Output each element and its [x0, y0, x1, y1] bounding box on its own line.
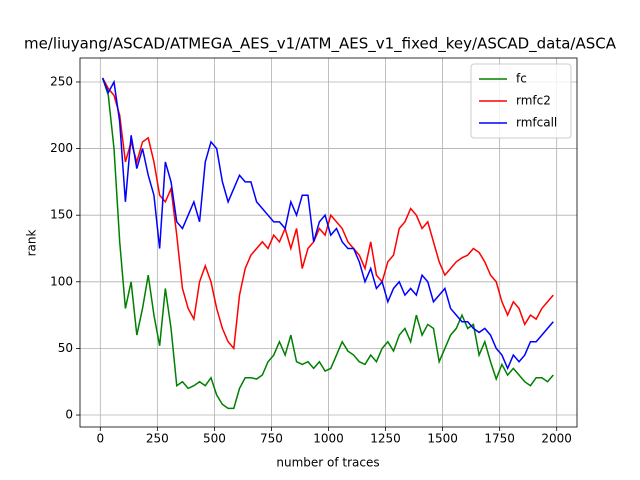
y-tick-label: 100 — [50, 274, 73, 288]
x-tick-label: 0 — [96, 432, 104, 446]
y-tick-label: 50 — [58, 341, 73, 355]
y-tick-label: 200 — [50, 141, 73, 155]
x-tick-label: 1250 — [370, 432, 401, 446]
y-tick-label: 0 — [65, 408, 73, 422]
x-tick-label: 250 — [146, 432, 169, 446]
legend-label: rmfc2 — [516, 94, 551, 108]
x-tick-label: 1000 — [313, 432, 344, 446]
y-tick-label: 150 — [50, 208, 73, 222]
x-tick-label: 1500 — [427, 432, 458, 446]
legend-label: fc — [516, 72, 527, 86]
legend-box — [470, 63, 572, 139]
x-axis-label: number of traces — [276, 456, 379, 470]
line-series — [101, 77, 554, 410]
chart-title: me/liuyang/ASCAD/ATMEGA_AES_v1/ATM_AES_v… — [24, 35, 617, 54]
x-tick-label: 750 — [260, 432, 283, 446]
legend-label: rmfcall — [516, 116, 557, 130]
y-tick-label: 250 — [50, 74, 73, 88]
y-axis-label: rank — [25, 230, 39, 257]
plot-frame — [79, 57, 578, 428]
line-series — [101, 77, 554, 371]
x-tick-label: 500 — [203, 432, 226, 446]
x-tick-label: 1750 — [484, 432, 515, 446]
x-tick-label: 2000 — [541, 432, 572, 446]
